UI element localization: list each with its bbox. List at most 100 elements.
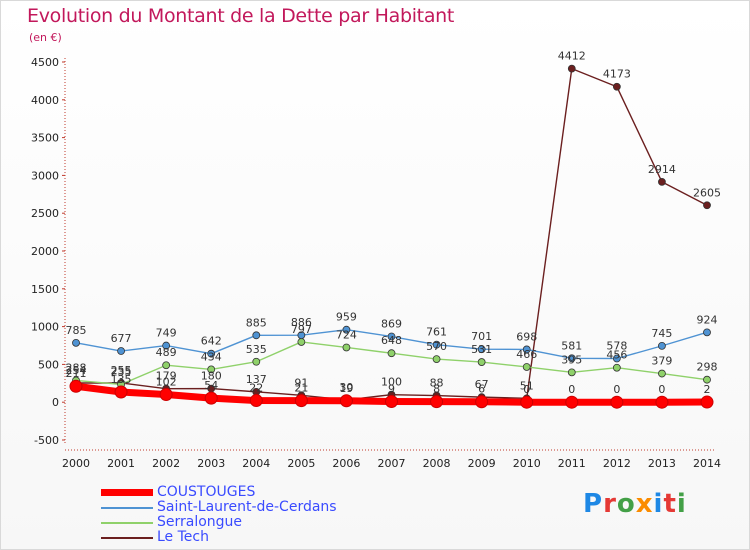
x-tick-label: 2009: [468, 457, 496, 470]
data-label: 135: [111, 373, 132, 386]
data-label: 22: [249, 382, 263, 395]
series-serralongue: [72, 338, 711, 389]
data-label: 466: [516, 348, 537, 361]
data-point: [385, 395, 398, 409]
legend-item: Serralongue: [101, 515, 337, 530]
x-tick-label: 2008: [423, 457, 451, 470]
data-point: [162, 361, 171, 370]
data-label: 535: [246, 343, 267, 356]
data-label: 0: [658, 383, 665, 396]
data-point: [522, 363, 531, 371]
legend-item: COUSTOUGES: [101, 485, 337, 500]
data-label: 4173: [603, 68, 631, 81]
legend-label: COUSTOUGES: [157, 484, 256, 500]
data-label: 570: [426, 340, 447, 353]
data-label: 254: [66, 364, 87, 377]
x-tick-label: 2011: [558, 457, 586, 470]
data-point: [162, 341, 171, 350]
data-label: 88: [430, 377, 444, 390]
proxiti-logo: Proxiti: [583, 489, 687, 519]
data-label: 745: [651, 327, 672, 340]
data-point: [658, 369, 666, 378]
data-label: 235: [111, 365, 132, 378]
data-label: 642: [201, 335, 222, 348]
data-label: 255: [111, 364, 132, 377]
data-point: [159, 387, 173, 401]
data-point: [294, 394, 308, 408]
y-tick-label: 500: [38, 358, 59, 371]
data-point: [612, 354, 621, 363]
data-label: 288: [66, 361, 87, 374]
data-point: [567, 354, 576, 363]
data-point: [432, 355, 441, 364]
data-label: 180: [201, 370, 222, 383]
data-point: [297, 338, 306, 346]
data-label: 2605: [693, 186, 721, 199]
series-saint-laurent-de-cerdans: [72, 325, 711, 363]
data-point: [655, 395, 669, 409]
data-label: 578: [606, 340, 627, 353]
data-label: 102: [156, 375, 177, 388]
data-label: 91: [294, 376, 308, 389]
data-label: 51: [520, 379, 534, 392]
chart-title: Evolution du Montant de la Dette par Hab…: [27, 5, 455, 27]
data-label: 4412: [558, 50, 586, 63]
data-point: [520, 395, 534, 409]
legend-swatch: [101, 536, 153, 539]
data-label: 885: [246, 316, 267, 329]
legend-swatch: [101, 521, 153, 524]
data-label: 21: [294, 382, 308, 395]
legend-label: Saint-Laurent-de-Cerdans: [157, 499, 337, 515]
data-point: [342, 343, 351, 352]
data-label: 67: [475, 378, 489, 391]
legend-label: Serralongue: [157, 514, 243, 530]
data-label: 298: [697, 361, 718, 374]
data-label: 2914: [648, 163, 676, 176]
x-tick-label: 2014: [693, 457, 721, 470]
data-point: [658, 341, 666, 350]
data-label: 581: [561, 339, 582, 352]
data-label: 0: [523, 383, 530, 396]
data-label: 0: [568, 383, 575, 396]
data-point: [612, 363, 621, 372]
data-label: 9: [388, 383, 395, 396]
data-label: 0: [613, 383, 620, 396]
data-label: 869: [381, 318, 402, 331]
data-point: [612, 82, 621, 91]
data-label: 379: [651, 355, 672, 368]
data-point: [117, 347, 125, 355]
data-label: 2: [704, 383, 711, 396]
data-label: 761: [426, 326, 447, 339]
y-tick-label: 4000: [31, 94, 59, 107]
data-point: [207, 349, 216, 358]
data-label: 924: [697, 313, 718, 326]
data-point: [432, 340, 441, 349]
data-label: 456: [606, 349, 627, 362]
data-point: [610, 395, 624, 409]
x-tick-label: 2010: [513, 457, 541, 470]
data-label: 489: [156, 346, 177, 359]
x-tick-label: 2012: [603, 457, 631, 470]
data-point: [430, 395, 444, 409]
data-label: 8: [433, 383, 440, 396]
data-point: [475, 395, 489, 409]
data-label: 211: [66, 367, 87, 380]
data-point: [297, 331, 306, 340]
data-point: [69, 379, 83, 393]
data-point: [342, 325, 351, 334]
y-tick-label: 2000: [31, 245, 59, 258]
data-point: [477, 358, 486, 366]
x-tick-label: 2000: [62, 457, 90, 470]
y-tick-label: -500: [34, 434, 59, 447]
data-label: 19: [339, 382, 353, 395]
y-tick-label: 3000: [31, 169, 59, 182]
y-tick-label: 0: [52, 396, 59, 409]
data-point: [204, 391, 218, 405]
data-point: [387, 332, 396, 341]
legend-item: Le Tech: [101, 530, 337, 545]
data-label: 701: [471, 330, 492, 343]
data-point: [658, 178, 666, 186]
data-label: 648: [381, 334, 402, 347]
